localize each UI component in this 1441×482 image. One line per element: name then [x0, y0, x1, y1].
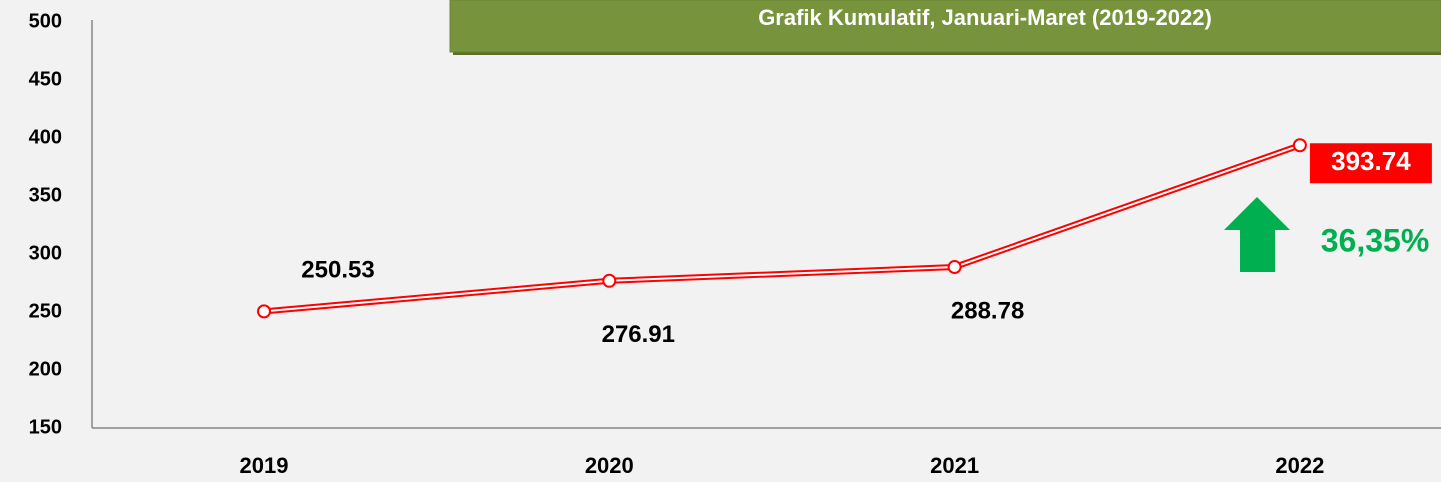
marker: [257, 304, 271, 319]
marker: [602, 273, 617, 288]
y-tick-label: 450: [29, 68, 62, 90]
marker: [947, 260, 962, 275]
value-label: 393.74: [1331, 146, 1411, 176]
value-label: 250.53: [301, 257, 374, 284]
title-box: [449, 0, 1441, 53]
x-tick-label: 2020: [585, 453, 634, 478]
line-inner: [263, 144, 1301, 313]
value-label: 276.91: [602, 321, 675, 348]
annotation: 36,35%: [1321, 222, 1430, 258]
y-tick-label: 500: [29, 10, 62, 32]
y-tick-label: 250: [29, 300, 62, 322]
chart-title: Grafik Kumulatif, Januari-Maret (2019-20…: [758, 5, 1212, 30]
x-tick-label: 2021: [930, 453, 979, 478]
up-arrow: [1224, 197, 1290, 272]
value-label-box: [1309, 143, 1432, 184]
value-label: 288.78: [951, 297, 1024, 324]
y-tick-label: 150: [29, 416, 62, 438]
x-tick-label: 2019: [240, 453, 289, 478]
y-tick-label: 200: [29, 358, 62, 380]
x-tick-label: 2022: [1275, 453, 1324, 478]
y-tick-label: 400: [29, 126, 62, 148]
y-tick-label: 350: [29, 184, 62, 206]
marker: [1292, 138, 1307, 153]
y-tick-label: 300: [29, 242, 62, 264]
